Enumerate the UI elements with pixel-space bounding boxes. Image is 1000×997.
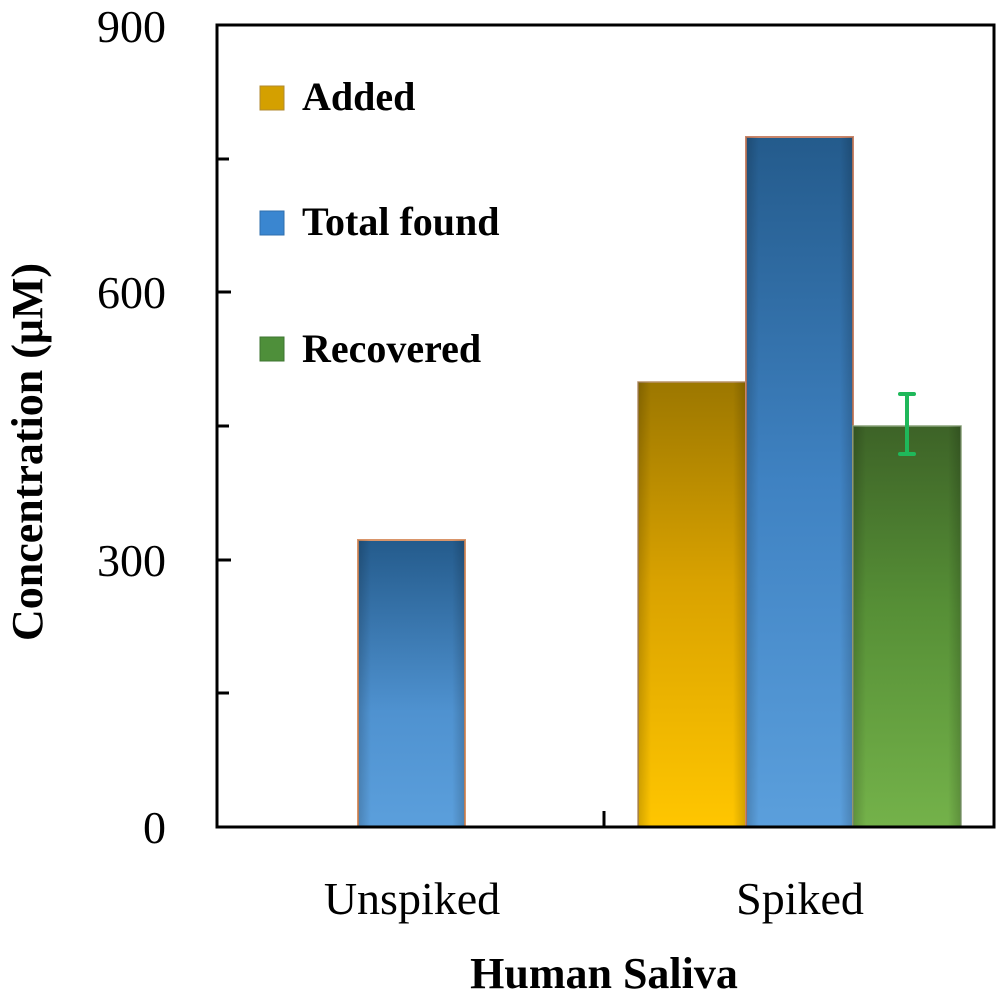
legend-swatch-total-found [259,210,285,236]
y-axis-title: Concentration (μM) [3,263,52,641]
y-axis-ticks [217,157,231,695]
legend-label-recovered: Recovered [302,326,481,371]
y-tick-label-600: 600 [97,267,166,318]
bar-spiked-added [637,381,747,828]
x-category-label-spiked: Spiked [736,873,864,924]
legend: Added Total found Recovered [259,74,500,371]
legend-swatch-recovered [259,336,285,362]
legend-swatch-added [259,85,285,111]
y-tick-label-300: 300 [97,535,166,586]
bar-spiked-recovered [852,425,962,828]
legend-label-total-found: Total found [302,199,500,244]
legend-label-added: Added [302,74,415,119]
y-tick-label-0: 0 [143,802,166,853]
x-category-label-unspiked: Unspiked [324,873,500,924]
error-bar-recovered [898,392,916,456]
x-axis-title: Human Saliva [470,949,738,997]
bar-spiked-total-found [745,136,854,828]
bar-unspiked-total-found [357,539,466,828]
y-tick-label-900: 900 [97,1,166,52]
